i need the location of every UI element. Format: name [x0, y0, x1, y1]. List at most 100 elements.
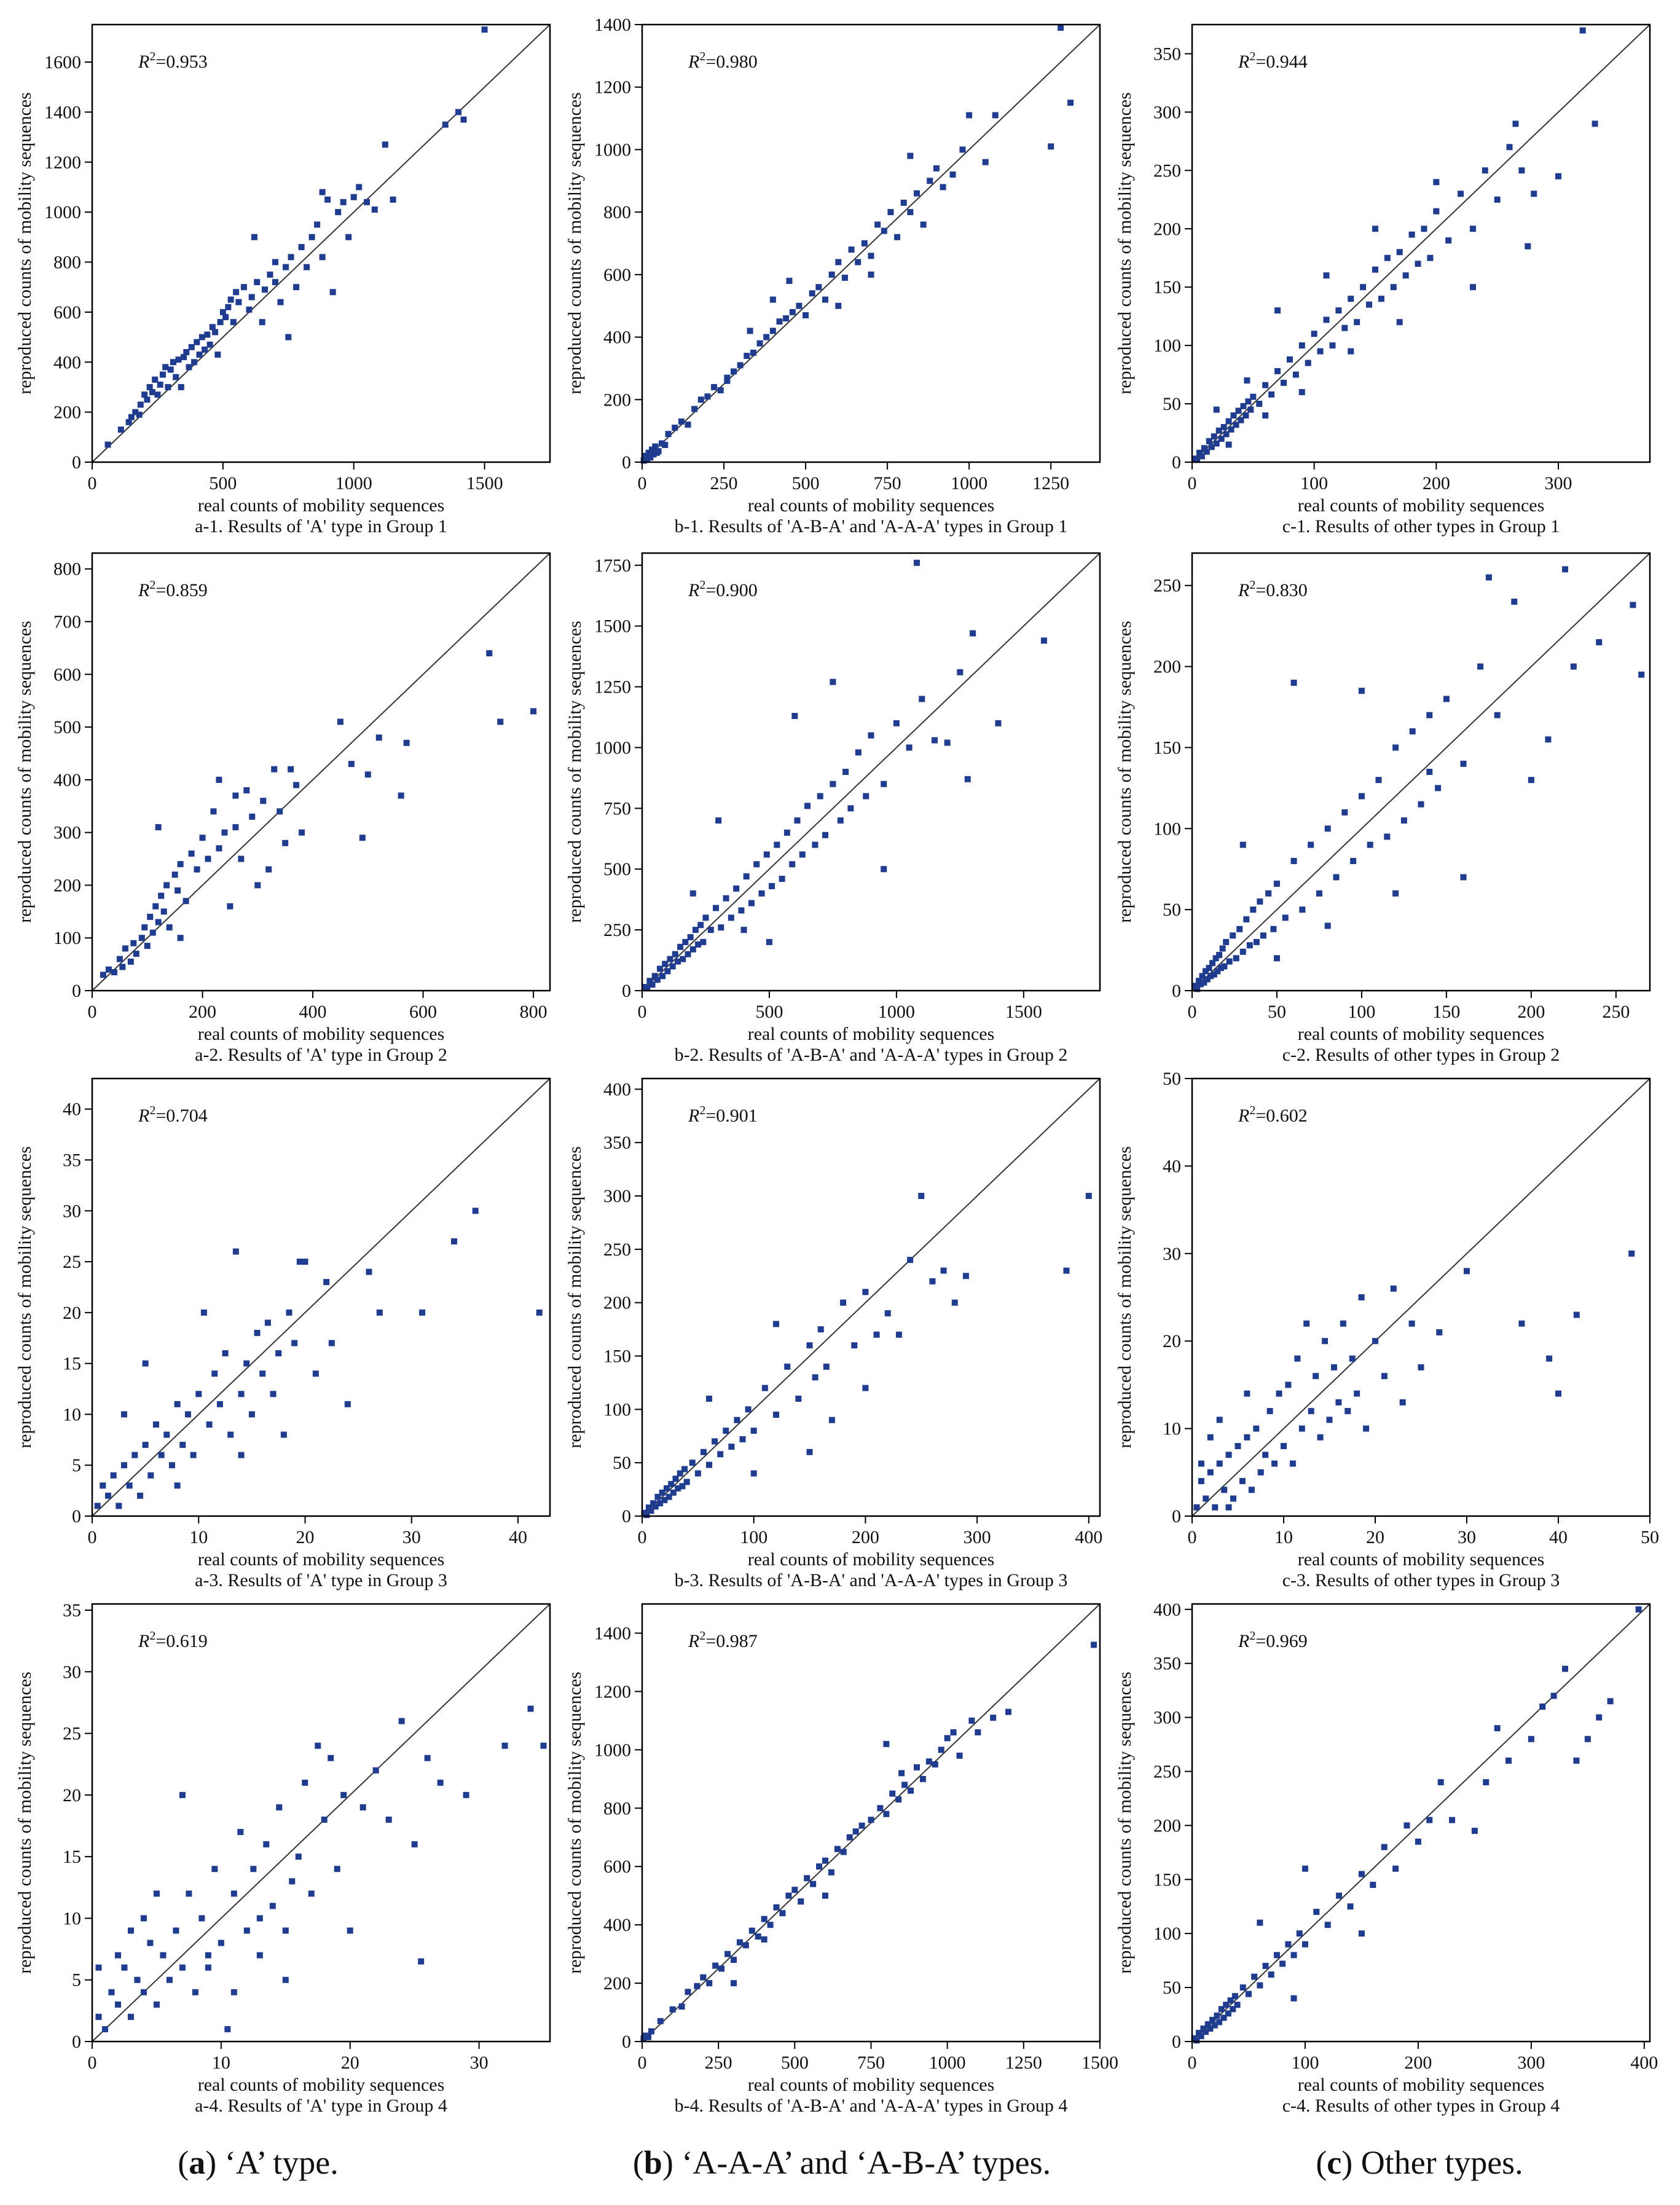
x-tick-label: 300 [1517, 2053, 1545, 2073]
x-tick-label: 30 [402, 1527, 421, 1547]
data-point [366, 1268, 372, 1275]
data-point [689, 946, 696, 953]
data-point [1211, 971, 1217, 978]
y-tick-label: 30 [1163, 1244, 1181, 1264]
data-point [738, 907, 745, 914]
data-point [678, 2003, 685, 2010]
data-point [1638, 671, 1645, 678]
data-point [753, 861, 760, 868]
data-point [940, 1267, 947, 1274]
data-point [1308, 841, 1314, 848]
data-point [877, 1805, 884, 1812]
data-point [659, 973, 666, 980]
data-point [1381, 1844, 1388, 1850]
data-point [786, 278, 793, 285]
data-point [424, 1755, 431, 1761]
x-tick-label: 20 [296, 1527, 315, 1547]
data-point [940, 184, 946, 191]
data-point [1333, 874, 1340, 881]
data-point [1251, 1973, 1258, 1980]
data-point [277, 299, 284, 305]
data-point [822, 831, 828, 838]
data-point [191, 359, 198, 366]
data-point [959, 146, 966, 153]
data-point [1592, 120, 1598, 127]
data-point [834, 1845, 841, 1852]
y-axis-label: reproduced counts of mobility sequences [15, 1672, 35, 1974]
data-point [1257, 898, 1263, 905]
y-tick-label: 10 [1163, 1419, 1181, 1439]
data-point [1324, 825, 1331, 832]
data-point [1218, 2006, 1225, 2013]
data-point [250, 1866, 257, 1873]
data-point [767, 1922, 774, 1928]
data-point [646, 978, 653, 985]
panel-a-4: 0 10 20 30 0 5 10 15 20 25 30 35 R2=0.619 real counts… [15, 1600, 551, 2116]
data-point [655, 448, 662, 455]
data-point [901, 1782, 908, 1788]
data-point [177, 935, 184, 941]
data-point [868, 732, 874, 739]
y-tick-label: 700 [53, 612, 81, 632]
data-point [651, 973, 658, 980]
data-point [806, 1448, 813, 1455]
data-point [791, 713, 798, 720]
data-point [1301, 1941, 1308, 1948]
data-point [1239, 841, 1246, 848]
data-point [809, 290, 815, 297]
data-point [200, 1309, 207, 1316]
data-point [933, 165, 940, 171]
data-point [992, 112, 999, 119]
y-tick-label: 200 [1153, 219, 1181, 239]
data-point [1226, 958, 1233, 965]
data-point [1239, 1478, 1246, 1485]
data-point [758, 890, 765, 897]
data-point [835, 259, 842, 265]
data-point [1341, 324, 1348, 331]
y-tick-label: 30 [63, 1662, 81, 1682]
data-point [846, 1834, 853, 1841]
x-tick-label: 0 [638, 1002, 647, 1022]
data-point [1341, 809, 1348, 816]
reference-line [92, 24, 551, 463]
caption-b-text: ‘A-A-A’ and ‘A-B-A’ types. [681, 2144, 1051, 2181]
x-tick-label: 800 [520, 1002, 548, 1022]
data-point [1323, 272, 1330, 279]
data-point [1570, 663, 1577, 670]
data-point [657, 2018, 664, 2024]
data-point [1311, 331, 1317, 337]
data-point [233, 289, 240, 296]
data-point [718, 1965, 725, 1972]
data-point [1203, 2029, 1209, 2035]
data-point [1483, 1779, 1490, 1786]
data-point [1214, 2012, 1220, 2019]
y-tick-label: 35 [63, 1150, 81, 1170]
y-tick-label: 800 [603, 1798, 631, 1818]
data-point [1217, 965, 1224, 972]
data-point [1528, 777, 1534, 784]
data-point [779, 1910, 786, 1917]
data-point [1531, 191, 1537, 197]
data-point [1207, 1469, 1214, 1476]
data-point [198, 1915, 205, 1922]
panel-c-1: 0 100 200 300 0 50 100 150 200 250 300 350 R2=0.944 r… [1115, 23, 1651, 537]
data-point [669, 2006, 676, 2013]
x-tick-label: 20 [341, 2053, 359, 2073]
data-point [773, 1904, 780, 1911]
data-point [1212, 955, 1219, 962]
x-tick-label: 10 [1274, 1527, 1293, 1547]
panel-a-2: 0 200 400 600 800 0 100 200 300 400 500 600 700 800 R2… [15, 552, 551, 1065]
data-point [1528, 1735, 1534, 1742]
data-point [442, 121, 449, 128]
data-point [868, 1817, 874, 1823]
data-point [167, 366, 174, 373]
plot-frame [641, 552, 1101, 992]
data-point [364, 198, 370, 205]
y-tick-label: 5 [72, 1970, 81, 1991]
data-point [894, 234, 901, 240]
data-point [681, 1466, 688, 1472]
data-point [685, 951, 691, 957]
data-point [1196, 2029, 1203, 2036]
data-point [750, 350, 756, 356]
data-point [817, 793, 823, 800]
